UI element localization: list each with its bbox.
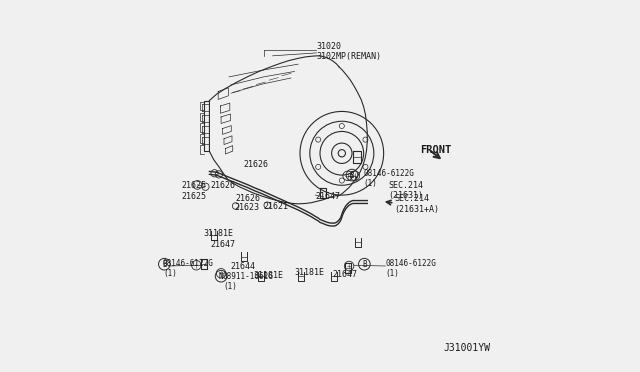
Text: 21626: 21626 xyxy=(236,194,260,203)
Text: 08146-6122G
(1): 08146-6122G (1) xyxy=(163,259,214,278)
Text: 21626: 21626 xyxy=(244,160,269,169)
Text: 08146-6122G
(1): 08146-6122G (1) xyxy=(364,169,415,189)
Text: SEC.214
(21631): SEC.214 (21631) xyxy=(388,181,424,200)
Text: FRONT: FRONT xyxy=(420,145,451,155)
Text: J31001YW: J31001YW xyxy=(444,343,491,353)
Text: 21647: 21647 xyxy=(211,240,236,249)
Text: N: N xyxy=(219,272,223,281)
Text: 31020
3102MP(REMAN): 31020 3102MP(REMAN) xyxy=(316,42,381,61)
Text: 21623: 21623 xyxy=(234,203,259,212)
Text: SEC.214
(21631+A): SEC.214 (21631+A) xyxy=(394,195,440,214)
Text: 08911-1062G
(1): 08911-1062G (1) xyxy=(223,272,274,291)
Text: 31181E: 31181E xyxy=(294,268,324,277)
Text: 21644: 21644 xyxy=(231,262,256,271)
Text: 21625: 21625 xyxy=(182,192,207,201)
Text: B: B xyxy=(349,171,355,180)
Text: 21621: 21621 xyxy=(264,202,289,211)
Text: 21647: 21647 xyxy=(333,269,358,279)
Text: B: B xyxy=(162,260,166,269)
Text: 31181E: 31181E xyxy=(204,229,234,238)
Text: 21625: 21625 xyxy=(182,182,207,190)
Text: 21626: 21626 xyxy=(211,182,236,190)
Text: 21647: 21647 xyxy=(316,192,340,201)
Text: B: B xyxy=(362,260,367,269)
Text: 31181E: 31181E xyxy=(254,271,284,280)
Text: 08146-6122G
(1): 08146-6122G (1) xyxy=(385,259,436,278)
